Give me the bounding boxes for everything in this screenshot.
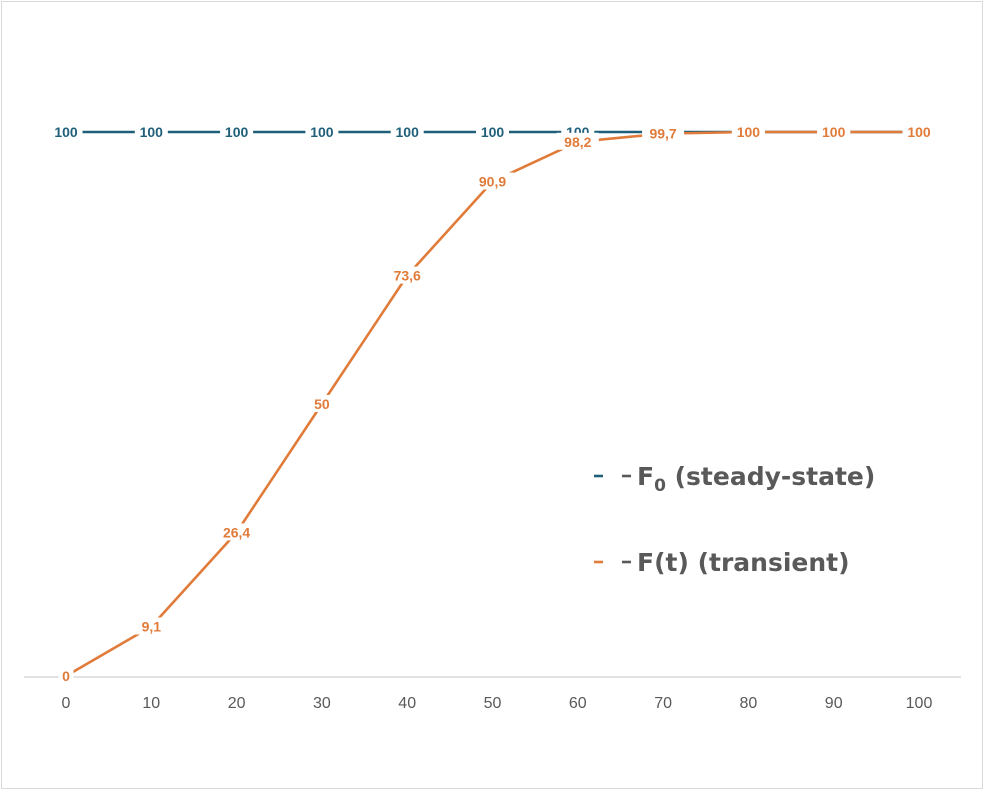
series-line-1	[65, 130, 919, 678]
data-label-bg	[817, 123, 851, 140]
x-tick-label: 30	[313, 695, 331, 712]
data-label-bg	[58, 667, 74, 684]
data-label: 50	[314, 396, 330, 412]
data-label-bg	[309, 395, 334, 412]
legend-entry: F(t) (transient)	[637, 548, 850, 577]
x-tick-label: 60	[569, 695, 587, 712]
data-label-bg	[390, 123, 424, 140]
data-label-bg	[902, 123, 936, 140]
x-tick-label: 90	[825, 695, 843, 712]
x-tick-label: 70	[654, 695, 672, 712]
x-tick-label: 10	[142, 695, 160, 712]
data-label-bg	[642, 124, 685, 142]
data-label: 100	[140, 124, 164, 140]
data-label: 99,7	[649, 126, 676, 142]
x-tick-label: 80	[740, 695, 758, 712]
data-label-bg	[471, 172, 514, 190]
data-label: 90,9	[479, 174, 506, 190]
data-label: 100	[481, 124, 505, 140]
data-label: 73,6	[394, 268, 421, 284]
data-label-bg	[556, 132, 599, 150]
data-label: 0	[62, 668, 70, 684]
x-tick-label: 0	[62, 695, 71, 712]
data-label-bg	[215, 523, 258, 541]
data-label: 98,2	[564, 134, 591, 150]
x-tick-label: 50	[484, 695, 502, 712]
x-tick-label: 20	[228, 695, 246, 712]
data-label-bg	[305, 123, 339, 140]
data-label-bg	[134, 617, 168, 635]
data-label: 100	[737, 124, 761, 140]
data-label-bg	[386, 266, 429, 284]
data-label: 100	[54, 124, 78, 140]
data-label-bg	[49, 123, 83, 140]
data-label-bg	[134, 123, 168, 140]
data-label: 100	[907, 124, 931, 140]
data-label: 100	[396, 124, 420, 140]
data-label: 26,4	[223, 524, 250, 540]
x-tick-label: 100	[906, 695, 933, 712]
data-label: 100	[822, 124, 846, 140]
data-label: 100	[225, 124, 249, 140]
legend-entry: F0 (steady-state)	[637, 462, 875, 496]
data-label-bg	[476, 123, 509, 140]
data-label-bg	[731, 123, 765, 140]
data-label: 100	[310, 124, 334, 140]
data-label-bg	[220, 123, 254, 140]
x-tick-label: 40	[398, 695, 416, 712]
data-label: 9,1	[142, 618, 162, 634]
